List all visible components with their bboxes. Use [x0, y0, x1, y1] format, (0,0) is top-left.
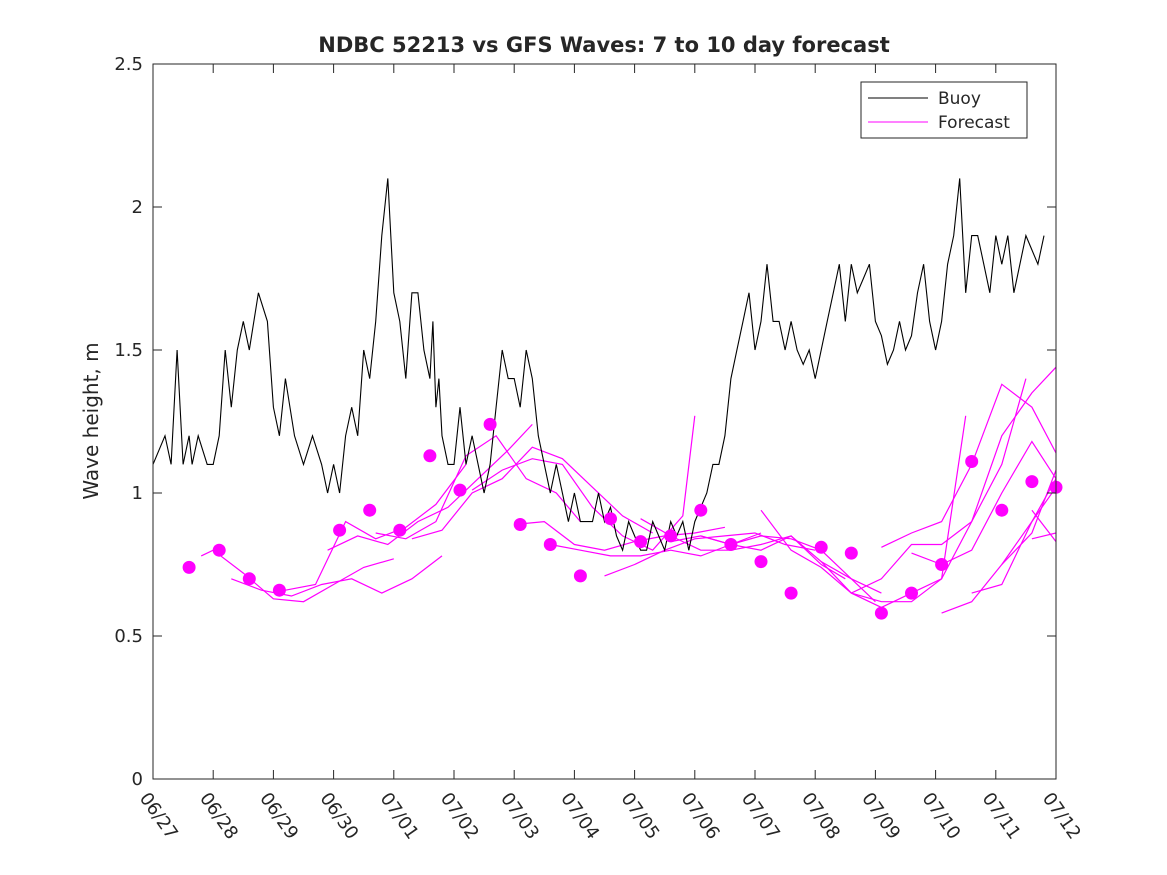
forecast-series-line: [514, 520, 726, 551]
forecast-series-line: [411, 446, 653, 540]
forecast-point: [423, 449, 437, 463]
plot-frame: [152, 63, 1057, 780]
buoy-series-line: [153, 178, 1045, 553]
forecast-point: [393, 523, 407, 537]
y-tick-label: 2: [132, 197, 143, 218]
buoy-line-group: [153, 178, 1045, 553]
forecast-point: [995, 503, 1009, 517]
forecast-point: [935, 558, 949, 571]
forecast-point: [965, 455, 979, 468]
legend: Buoy Forecast: [860, 81, 1028, 139]
y-axis-label: Wave height, m: [79, 342, 103, 499]
forecast-point: [694, 503, 708, 517]
forecast-point: [212, 543, 226, 557]
chart-title: NDBC 52213 vs GFS Waves: 7 to 10 day for…: [318, 33, 889, 57]
forecast-point: [754, 555, 768, 569]
forecast-point: [664, 529, 678, 543]
forecast-point: [363, 503, 377, 517]
forecast-point: [784, 586, 798, 600]
y-tick-label: 0: [132, 769, 143, 790]
y-tick-label: 0.5: [114, 626, 143, 647]
y-tick-label: 1.5: [114, 340, 143, 361]
forecast-series-line: [851, 366, 1056, 594]
forecast-point: [453, 483, 467, 497]
y-tick-label: 2.5: [114, 54, 143, 75]
legend-label-forecast: Forecast: [938, 113, 1010, 133]
legend-box: [860, 81, 1028, 139]
forecast-point: [905, 586, 918, 600]
forecast-point: [814, 540, 828, 554]
legend-label-buoy: Buoy: [938, 89, 981, 109]
forecast-points: [182, 417, 1063, 620]
forecast-point: [272, 583, 286, 597]
forecast-lines: [200, 366, 1056, 614]
forecast-point: [182, 560, 196, 574]
forecast-point: [543, 538, 557, 551]
forecast-point: [844, 546, 858, 560]
forecast-series-line: [820, 378, 1027, 609]
forecast-point: [483, 417, 497, 431]
forecast-series-line: [1001, 469, 1056, 565]
forecast-series-line: [327, 423, 533, 551]
forecast-point: [724, 538, 738, 551]
forecast-point: [573, 569, 587, 583]
forecast-series-line: [1031, 532, 1056, 540]
forecast-series-line: [604, 532, 816, 577]
forecast-point: [1025, 475, 1039, 489]
y-axis: 0 0.5 1 1.5 2 2.5: [114, 54, 1056, 790]
forecast-series-line: [231, 555, 443, 597]
forecast-series-line: [1031, 509, 1056, 542]
forecast-point: [604, 512, 617, 526]
forecast-point: [513, 518, 527, 531]
forecast-point: [634, 535, 648, 549]
forecast-series-line: [285, 464, 467, 591]
forecast-point: [874, 606, 888, 620]
forecast-point: [333, 523, 347, 537]
forecast-series-line: [760, 415, 967, 603]
y-tick-label: 1: [132, 483, 143, 504]
forecast-point: [242, 572, 256, 586]
